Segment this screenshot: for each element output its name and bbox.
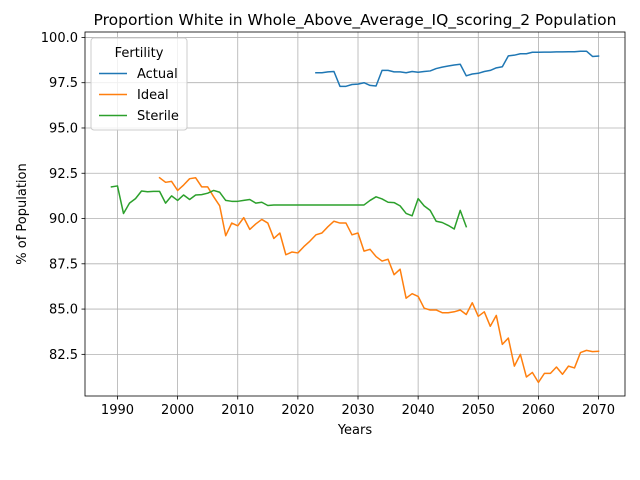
y-tick-label: 100.0 (41, 31, 78, 46)
x-tick-label: 2050 (462, 403, 495, 418)
legend-label-ideal: Ideal (137, 88, 169, 103)
series-line-ideal (158, 176, 600, 384)
x-tick-label: 2000 (161, 403, 194, 418)
legend-title: Fertility (115, 46, 164, 61)
legend-label-actual: Actual (137, 67, 178, 82)
legend-box (90, 37, 188, 131)
y-axis-label: % of Population (15, 163, 30, 264)
chart-title: Proportion White in Whole_Above_Average_… (94, 11, 617, 30)
series-line-sterile (110, 185, 468, 230)
y-tick-label: 82.5 (49, 348, 78, 363)
y-tick-label: 92.5 (49, 167, 78, 182)
y-tick-label: 97.5 (49, 76, 78, 91)
y-axis-ticks: 82.5 85.0 87.5 90.0 92.5 95.0 97.5 100.0 (41, 31, 85, 363)
series-line-actual (315, 50, 600, 88)
x-tick-label: 1990 (101, 403, 134, 418)
y-tick-label: 95.0 (49, 121, 78, 136)
series-layer (110, 50, 600, 384)
y-tick-label: 85.0 (49, 303, 78, 318)
plot-area-frame (84, 31, 626, 397)
x-tick-label: 2060 (522, 403, 555, 418)
y-tick-label: 87.5 (49, 257, 78, 272)
legend: Fertility Actual Ideal Sterile (90, 37, 188, 131)
x-tick-label: 2020 (281, 403, 314, 418)
y-tick-label: 90.0 (49, 212, 78, 227)
x-tick-label: 2030 (341, 403, 374, 418)
legend-label-sterile: Sterile (137, 109, 179, 124)
x-tick-label: 2040 (402, 403, 435, 418)
x-axis-ticks: 1990 2000 2010 2020 2030 2040 2050 2060 2070 (101, 396, 615, 418)
x-tick-label: 2070 (582, 403, 615, 418)
x-axis-label: Years (337, 423, 373, 438)
x-tick-label: 2010 (221, 403, 254, 418)
grid-lines (85, 32, 625, 396)
